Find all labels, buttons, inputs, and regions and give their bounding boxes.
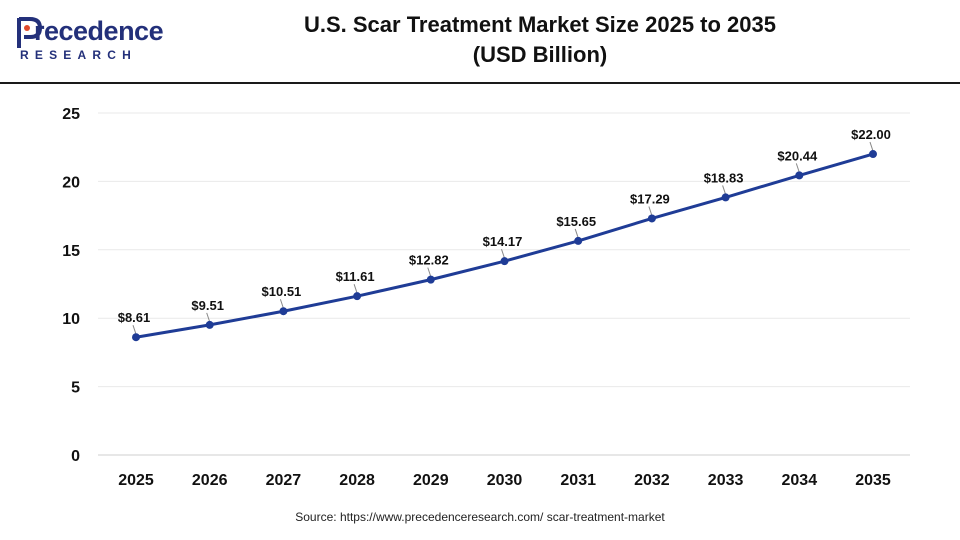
x-tick-label: 2035 [855, 472, 891, 489]
data-label-leader [206, 312, 211, 323]
data-label-leader [427, 267, 432, 277]
data-label-leader [132, 325, 137, 335]
data-point [500, 257, 509, 266]
x-tick-label: 2025 [118, 472, 154, 489]
data-label-leader [722, 185, 727, 195]
brand-logo-icon [17, 17, 43, 48]
data-point [132, 333, 140, 342]
data-point [353, 292, 362, 301]
data-label-leader [279, 299, 284, 309]
data-label-leader [648, 206, 653, 216]
data-label: $9.51 [191, 298, 224, 313]
data-label: $17.29 [630, 191, 670, 206]
data-label: $15.65 [556, 214, 596, 229]
x-tick-label: 2034 [782, 472, 818, 489]
x-tick-label: 2029 [413, 472, 449, 489]
y-tick-label: 20 [62, 174, 80, 191]
data-point [279, 307, 288, 316]
data-label: $12.82 [409, 253, 449, 268]
y-tick-label: 5 [71, 380, 80, 397]
header: recedence RESEARCH U.S. Scar Treatment M… [0, 0, 960, 84]
chart-title-line1: U.S. Scar Treatment Market Size 2025 to … [303, 12, 776, 37]
data-point [574, 236, 583, 245]
data-label-leader [501, 248, 505, 259]
brand-logo: recedence RESEARCH [16, 14, 166, 64]
brand-name: recedence [34, 16, 164, 46]
data-label: $11.61 [336, 269, 375, 284]
data-point [647, 214, 656, 223]
y-tick-label: 15 [62, 243, 80, 260]
data-point [426, 275, 435, 284]
x-tick-label: 2028 [339, 472, 375, 489]
x-tick-label: 2032 [634, 472, 670, 489]
data-label-leader [795, 163, 800, 173]
x-tick-label: 2030 [487, 472, 523, 489]
source-note: Source: https://www.precedenceresearch.c… [295, 510, 665, 524]
brand-subtitle: RESEARCH [20, 48, 137, 62]
data-label-leader [869, 141, 874, 152]
data-label: $14.17 [483, 234, 523, 249]
x-tick-label: 2033 [708, 472, 744, 489]
chart-title: U.S. Scar Treatment Market Size 2025 to … [260, 10, 820, 70]
data-label: $22.00 [851, 127, 891, 142]
data-label: $8.61 [118, 310, 151, 325]
data-point [869, 150, 877, 159]
data-point [205, 320, 214, 329]
chart-title-line2: (USD Billion) [472, 42, 608, 67]
data-label-leader [574, 228, 579, 239]
y-tick-label: 0 [71, 448, 80, 465]
data-point [721, 193, 730, 202]
data-point [795, 171, 804, 180]
data-label-leader [353, 284, 358, 294]
y-tick-label: 10 [62, 311, 80, 328]
x-tick-label: 2026 [192, 472, 228, 489]
data-label: $18.83 [704, 170, 744, 185]
x-tick-label: 2027 [266, 472, 302, 489]
data-label: $20.44 [777, 148, 818, 163]
data-label: $10.51 [262, 284, 302, 299]
y-tick-label: 25 [62, 106, 80, 123]
x-tick-label: 2031 [560, 472, 596, 489]
